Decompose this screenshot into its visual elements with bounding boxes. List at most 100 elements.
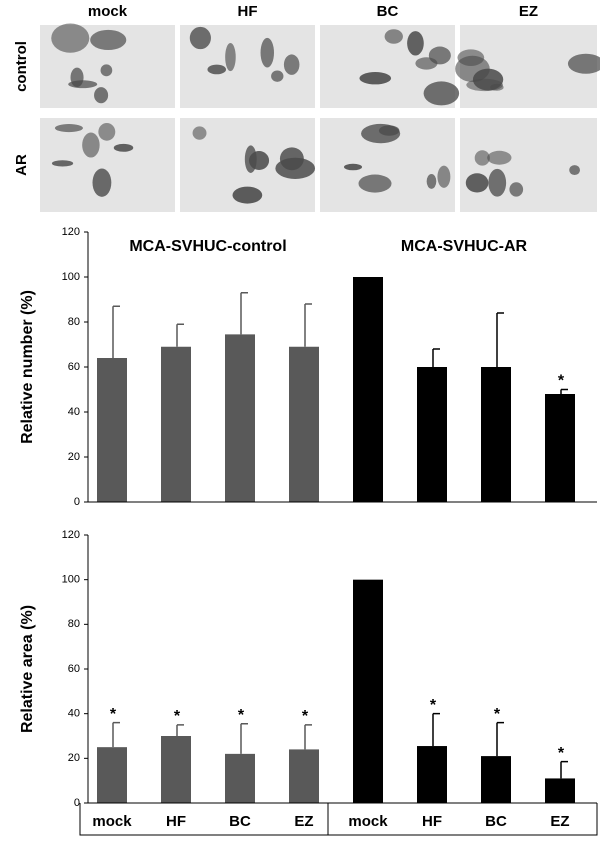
- cell-colony: [384, 29, 403, 44]
- cell-colony: [271, 70, 284, 82]
- column-label: BC: [377, 3, 399, 20]
- x-tick-label: EZ: [550, 813, 569, 830]
- cell-colony: [437, 165, 451, 188]
- significance-marker: *: [174, 708, 181, 725]
- bar: [225, 753, 255, 803]
- x-tick-label: EZ: [294, 813, 313, 830]
- bar: [225, 334, 255, 502]
- error-bar: [112, 305, 120, 358]
- y-tick-label: 60: [68, 663, 80, 675]
- bar: [161, 736, 191, 803]
- y-tick-label: 100: [62, 574, 80, 586]
- cell-colony: [490, 83, 504, 91]
- cell-colony: [426, 173, 437, 189]
- bar: [481, 367, 511, 502]
- row-label: AR: [13, 154, 30, 176]
- error-bar: [304, 724, 312, 750]
- column-label: EZ: [519, 3, 538, 20]
- cell-colony: [488, 168, 507, 197]
- y-tick-label: 100: [62, 271, 80, 283]
- cell-colony: [474, 150, 490, 166]
- cell-colony: [465, 173, 489, 193]
- cell-colony: [343, 163, 363, 171]
- y-tick-label: 40: [68, 708, 80, 720]
- x-tick-label: BC: [485, 813, 507, 830]
- cell-colony: [423, 81, 460, 106]
- error-bar: [560, 388, 568, 394]
- error-bar: [560, 760, 568, 779]
- group-label: MCA-SVHUC-AR: [401, 238, 528, 255]
- bar: [161, 346, 191, 502]
- y-tick-label: 80: [68, 618, 80, 630]
- cell-colony: [260, 37, 274, 68]
- cell-colony: [358, 174, 392, 193]
- cell-colony: [113, 143, 134, 152]
- y-tick-label: 0: [74, 496, 80, 508]
- bar: [417, 746, 447, 803]
- x-tick-label: HF: [422, 813, 442, 830]
- cell-colony: [70, 67, 84, 88]
- cell-colony: [378, 125, 400, 136]
- row-label: control: [13, 41, 30, 92]
- cell-colony: [189, 26, 211, 50]
- error-bar: [176, 323, 184, 347]
- bar: [97, 358, 127, 502]
- error-bar: [496, 312, 504, 367]
- significance-marker: *: [238, 707, 245, 724]
- bar: [289, 749, 319, 803]
- bar: [353, 579, 383, 803]
- cell-colony: [359, 72, 392, 85]
- cell-colony: [54, 124, 83, 133]
- bar: [353, 277, 383, 502]
- category-frame: [79, 803, 598, 836]
- y-tick-label: 120: [62, 226, 80, 238]
- significance-marker: *: [558, 373, 565, 390]
- cell-colony: [487, 150, 512, 165]
- bar: [545, 394, 575, 502]
- cell-colony: [82, 132, 100, 158]
- error-bar: [112, 721, 120, 748]
- cell-colony: [225, 42, 236, 72]
- y-axis-label: Relative number (%): [19, 290, 36, 444]
- y-tick-label: 0: [74, 797, 80, 809]
- error-bar: [432, 348, 440, 367]
- cell-colony: [569, 165, 580, 176]
- group-label: MCA-SVHUC-control: [129, 238, 286, 255]
- cell-colony: [455, 55, 490, 82]
- cell-colony: [90, 29, 127, 51]
- y-tick-label: 40: [68, 406, 80, 418]
- y-axis-label: Relative area (%): [19, 605, 36, 733]
- cell-colony: [415, 57, 438, 70]
- error-bar: [496, 721, 504, 757]
- cell-colony: [98, 122, 116, 141]
- error-bar: [240, 722, 248, 754]
- x-tick-label: BC: [229, 813, 251, 830]
- significance-marker: *: [558, 745, 565, 762]
- y-tick-label: 120: [62, 529, 80, 541]
- cell-colony: [92, 168, 112, 197]
- x-tick-label: HF: [166, 813, 186, 830]
- cell-colony: [275, 157, 316, 179]
- x-tick-label: mock: [92, 813, 132, 830]
- bar: [289, 346, 319, 502]
- cell-colony: [51, 23, 90, 53]
- cell-colony: [232, 186, 263, 204]
- bar: [417, 367, 447, 502]
- significance-marker: *: [110, 706, 117, 723]
- significance-marker: *: [302, 708, 309, 725]
- cell-colony: [283, 54, 300, 75]
- bar: [97, 747, 127, 803]
- bar: [545, 778, 575, 803]
- y-tick-label: 80: [68, 316, 80, 328]
- column-label: HF: [238, 3, 258, 20]
- cell-colony: [509, 182, 524, 197]
- y-tick-label: 20: [68, 451, 80, 463]
- bar: [481, 756, 511, 803]
- cell-colony: [567, 53, 600, 74]
- cell-colony: [94, 87, 109, 104]
- cell-colony: [100, 64, 113, 77]
- significance-marker: *: [494, 706, 501, 723]
- x-tick-label: mock: [348, 813, 388, 830]
- error-bar: [304, 303, 312, 347]
